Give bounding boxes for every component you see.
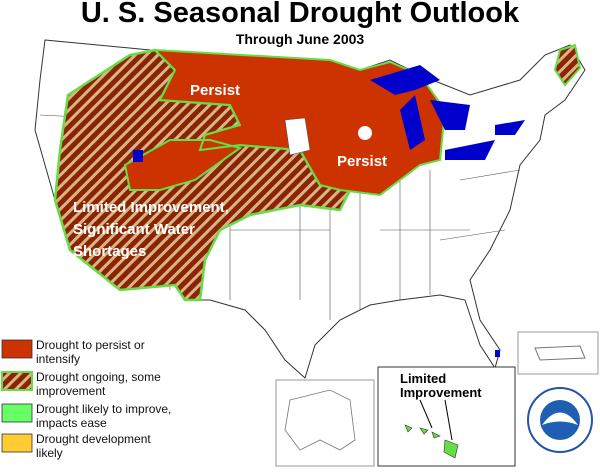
salt-lake — [133, 150, 143, 162]
legend-swatch — [1, 339, 33, 359]
region-label: Persist — [190, 82, 240, 99]
legend-swatch — [1, 371, 33, 391]
arrow — [419, 399, 433, 429]
legend-swatch — [1, 433, 33, 453]
legend-label: intensify — [36, 352, 80, 366]
subtitle: Through June 2003 — [236, 31, 365, 47]
hawaii-islands — [404, 424, 459, 459]
noaa-logo — [542, 412, 578, 425]
legend-label: Drought development — [36, 432, 151, 446]
legend-label: Drought to persist or — [36, 338, 145, 352]
region-label: Persist — [337, 153, 387, 170]
region-label: Shortages — [73, 243, 146, 260]
puerto-rico-inset — [517, 331, 599, 375]
legend-label: improvement — [36, 384, 106, 398]
arrow — [444, 399, 453, 441]
inset-label: Improvement — [400, 385, 482, 400]
great-lakes — [370, 65, 525, 160]
maine-hatch — [553, 43, 582, 87]
puerto-rico — [534, 345, 586, 361]
alaska — [284, 389, 356, 451]
region-label: Significant Water — [73, 221, 195, 238]
legend-label: impacts ease — [36, 416, 107, 430]
legend-label: Drought likely to improve, — [36, 402, 171, 416]
title: U. S. Seasonal Drought Outlook — [81, 0, 520, 29]
persist-hole — [358, 126, 372, 140]
region-label: Limited Improvement, — [73, 199, 229, 216]
persist-hole — [284, 117, 311, 156]
okeechobee — [495, 350, 500, 357]
legend-label: Drought ongoing, some — [36, 370, 161, 384]
drought-persist-region — [123, 48, 447, 197]
legend-swatch — [1, 403, 33, 423]
alaska-inset — [275, 379, 375, 467]
legend-label: likely — [36, 446, 63, 460]
inset-label: Limited — [400, 371, 446, 386]
